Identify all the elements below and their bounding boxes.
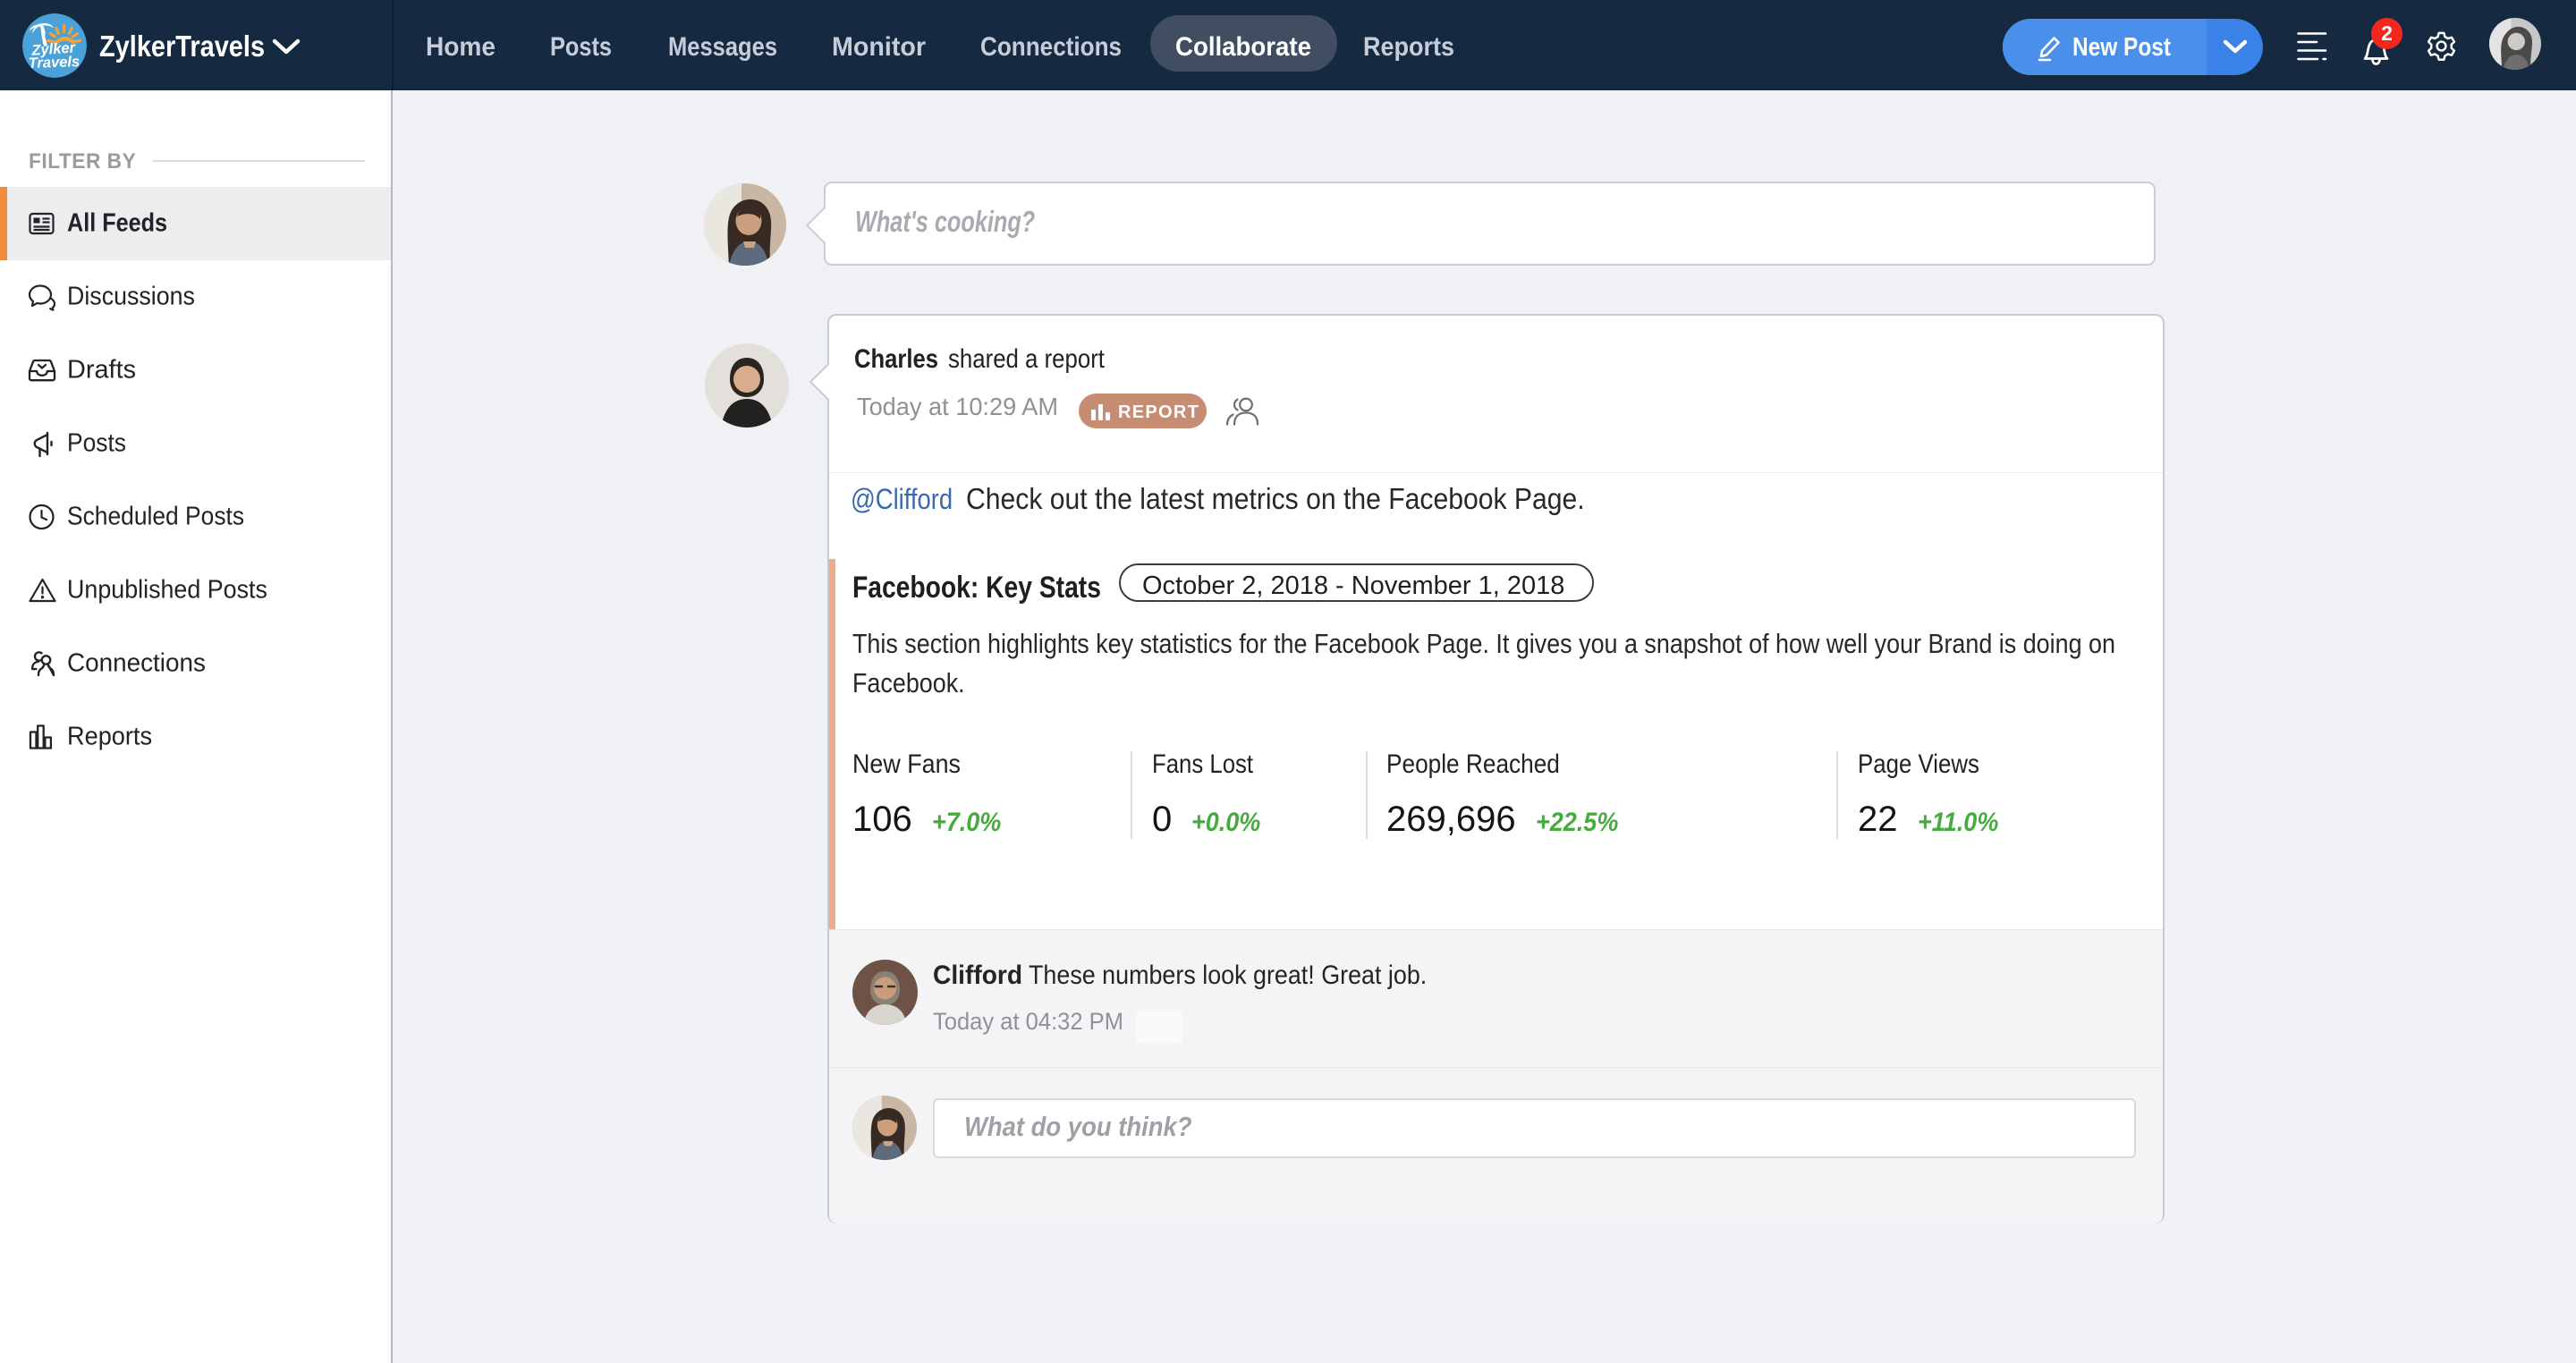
svg-text:Zylker: Zylker bbox=[30, 39, 77, 59]
svg-text:Travels: Travels bbox=[28, 54, 80, 72]
